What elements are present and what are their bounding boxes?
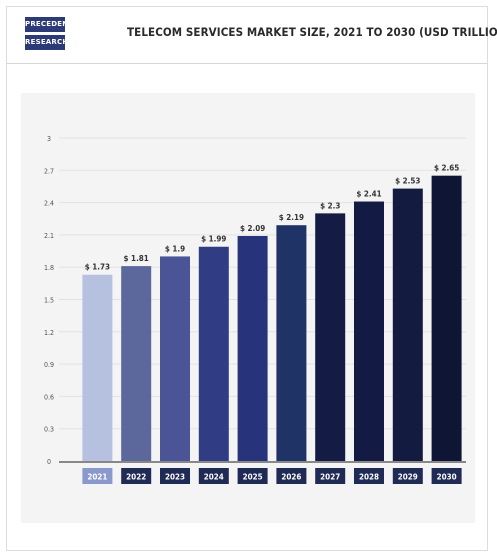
y-tick-label: 0.6 bbox=[44, 393, 54, 401]
bar bbox=[198, 246, 229, 461]
data-label: $ 2.53 bbox=[395, 177, 420, 186]
bar bbox=[82, 274, 113, 461]
bar-chart: 0 0.3 0.6 0.9 1.2 1.5 1.8 2.1 2.4 2.7 3 $ 1.73 2021 $… bbox=[44, 135, 466, 484]
x-tick-box bbox=[237, 468, 268, 484]
bar bbox=[315, 213, 346, 461]
data-label: $ 2.09 bbox=[240, 224, 265, 233]
bar bbox=[354, 201, 384, 462]
logo-line-1: PRECEDENCE bbox=[25, 17, 78, 32]
x-tick-box bbox=[121, 468, 152, 484]
x-tick-box bbox=[198, 468, 229, 484]
x-tick-box bbox=[160, 468, 190, 484]
x-tick-box bbox=[354, 468, 384, 484]
y-tick-label: 0 bbox=[47, 458, 51, 466]
bar bbox=[276, 225, 307, 461]
y-tick-label: 1.8 bbox=[44, 264, 54, 272]
y-tick-label: 2.1 bbox=[44, 232, 54, 240]
x-tick-label: 2023 bbox=[165, 473, 185, 482]
data-label: $ 1.99 bbox=[201, 235, 226, 244]
x-tick-label: 2028 bbox=[359, 473, 379, 482]
data-label: $ 2.65 bbox=[434, 164, 459, 173]
y-tick-label: 1.5 bbox=[44, 297, 54, 305]
chart-title: TELECOM SERVICES MARKET SIZE, 2021 TO 20… bbox=[127, 25, 497, 39]
y-tick-label: 2.7 bbox=[44, 167, 54, 175]
data-label: $ 2.3 bbox=[320, 201, 340, 210]
data-label: $ 2.41 bbox=[356, 190, 381, 199]
data-label: $ 1.81 bbox=[124, 254, 149, 263]
chart-card: PRECEDENCE RESEARCH TELECOM SERVICES MAR… bbox=[6, 6, 497, 551]
y-tick-label: 0.9 bbox=[44, 361, 54, 369]
x-tick-label: 2024 bbox=[204, 473, 224, 482]
x-tick-box bbox=[392, 468, 423, 484]
x-tick-label: 2021 bbox=[87, 473, 107, 482]
x-tick-label: 2025 bbox=[243, 473, 263, 482]
y-tick-label: 0.3 bbox=[44, 426, 54, 434]
x-tick-box bbox=[431, 468, 462, 484]
bar bbox=[392, 188, 423, 461]
bar bbox=[160, 256, 190, 461]
y-tick-label: 1.2 bbox=[44, 329, 54, 337]
y-tick-label: 3 bbox=[47, 135, 51, 143]
data-label: $ 2.19 bbox=[279, 213, 304, 222]
bar bbox=[237, 235, 268, 461]
x-tick-label: 2026 bbox=[281, 473, 301, 482]
x-tick-label: 2029 bbox=[398, 473, 418, 482]
data-label: $ 1.9 bbox=[165, 244, 185, 253]
x-tick-label: 2030 bbox=[437, 473, 457, 482]
logo-line-2: RESEARCH bbox=[25, 35, 68, 50]
x-tick-box bbox=[276, 468, 307, 484]
data-label: $ 1.73 bbox=[85, 263, 110, 272]
x-tick-label: 2022 bbox=[126, 473, 146, 482]
bar bbox=[431, 175, 462, 461]
x-tick-label: 2027 bbox=[320, 473, 340, 482]
precedence-research-logo: PRECEDENCE RESEARCH bbox=[25, 17, 78, 51]
bar bbox=[121, 266, 152, 461]
y-tick-label: 2.4 bbox=[44, 200, 54, 208]
x-tick-box bbox=[315, 468, 346, 484]
plot-area: 0 0.3 0.6 0.9 1.2 1.5 1.8 2.1 2.4 2.7 3 $ 1.73 2021 $… bbox=[21, 93, 475, 523]
chart-header: PRECEDENCE RESEARCH TELECOM SERVICES MAR… bbox=[7, 7, 497, 64]
x-tick-box bbox=[82, 468, 113, 484]
